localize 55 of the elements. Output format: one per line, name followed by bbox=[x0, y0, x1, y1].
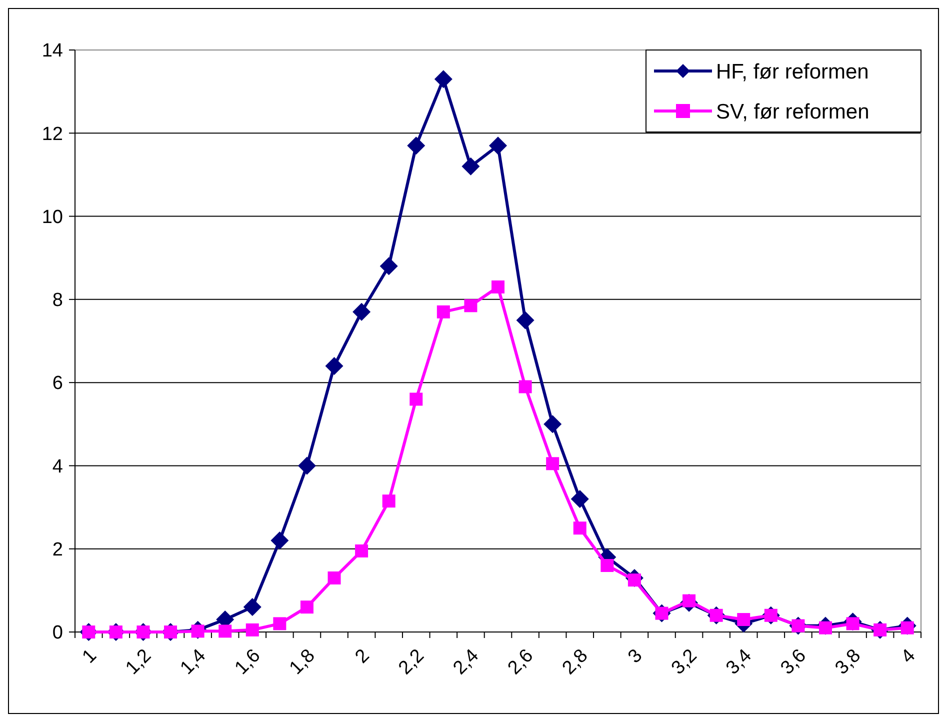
x-tick-label: 3,6 bbox=[776, 645, 810, 679]
x-tick-label: 2,6 bbox=[504, 645, 538, 679]
point bbox=[325, 356, 344, 375]
point bbox=[352, 302, 371, 321]
point bbox=[600, 558, 614, 572]
y-tick-label: 2 bbox=[52, 540, 63, 561]
point bbox=[243, 598, 262, 616]
point bbox=[407, 136, 426, 155]
y-tick-label: 4 bbox=[52, 456, 64, 478]
x-tick-label: 1,6 bbox=[231, 645, 265, 679]
point bbox=[436, 305, 450, 318]
legend-label: SV, før reformen bbox=[716, 100, 870, 124]
point bbox=[270, 532, 289, 550]
point bbox=[573, 522, 586, 535]
point bbox=[518, 380, 532, 394]
y-tick-label: 8 bbox=[52, 290, 63, 312]
point bbox=[434, 70, 452, 88]
point bbox=[328, 571, 341, 584]
x-tick-label: 2,8 bbox=[558, 645, 592, 679]
point bbox=[410, 392, 423, 406]
x-tick-label: 3,2 bbox=[668, 645, 702, 679]
x-tick-label: 3 bbox=[624, 645, 647, 668]
point bbox=[737, 613, 750, 626]
x-tick-label: 1 bbox=[78, 645, 101, 668]
point bbox=[544, 415, 562, 434]
point bbox=[273, 617, 286, 630]
y-tick-label: 14 bbox=[42, 40, 64, 62]
x-tick-label: 3,4 bbox=[722, 645, 756, 679]
x-tick-label: 2 bbox=[351, 645, 374, 668]
point bbox=[570, 490, 589, 508]
point bbox=[546, 457, 560, 470]
point bbox=[462, 157, 480, 176]
point bbox=[464, 299, 478, 312]
y-tick-label: 12 bbox=[42, 124, 63, 145]
legend-label: HF, før reformen bbox=[716, 60, 869, 84]
point bbox=[516, 311, 534, 330]
point bbox=[355, 544, 368, 558]
point bbox=[489, 136, 507, 155]
x-tick-label: 4 bbox=[897, 645, 920, 668]
x-tick-label: 3,8 bbox=[831, 645, 866, 679]
x-tick-label: 1,2 bbox=[122, 645, 156, 679]
point bbox=[492, 280, 504, 294]
point bbox=[300, 600, 314, 614]
y-tick-label: 10 bbox=[42, 206, 63, 228]
x-tick-label: 2,4 bbox=[449, 645, 484, 679]
point bbox=[218, 624, 232, 638]
y-tick-label: 0 bbox=[52, 622, 63, 644]
x-tick-label: 1,4 bbox=[176, 645, 210, 679]
x-tick-label: 1,8 bbox=[286, 645, 320, 679]
point bbox=[382, 494, 396, 508]
point bbox=[246, 623, 259, 636]
point bbox=[380, 257, 398, 276]
x-tick-label: 2,2 bbox=[394, 645, 428, 679]
y-tick-label: 6 bbox=[52, 373, 63, 394]
point bbox=[298, 456, 316, 475]
